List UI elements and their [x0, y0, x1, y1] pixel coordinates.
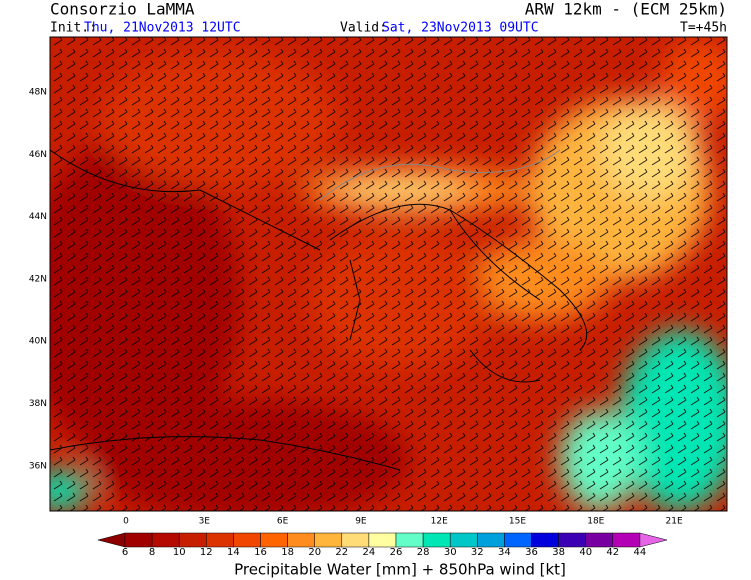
colorbar-tick-label: 24 — [363, 547, 376, 558]
colorbar-tick-label: 32 — [471, 547, 484, 558]
colorbar-tick-label: 8 — [149, 547, 155, 558]
colorbar-tick-label: 6 — [122, 547, 128, 558]
colorbar-tick-label: 12 — [200, 547, 213, 558]
map-frame — [49, 36, 728, 512]
init-time: Thu, 21Nov2013 12UTC — [84, 21, 241, 36]
colorbar-tick-label: 40 — [579, 547, 592, 558]
colorbar-tick-label: 28 — [417, 547, 430, 558]
colorbar-segment — [558, 532, 586, 548]
colorbar-segment — [395, 532, 424, 548]
colorbar-tick-label: 38 — [552, 547, 565, 558]
lead-time: T=+45h — [680, 21, 727, 36]
colorbar-segment — [287, 532, 315, 548]
colorbar-segment — [585, 532, 614, 548]
lon-label: 21E — [666, 517, 683, 527]
colorbar-segment — [151, 532, 180, 548]
colorbar-tick-label: 16 — [254, 547, 267, 558]
colorbar-segment — [314, 532, 343, 548]
lon-label: 3E — [199, 517, 211, 527]
colorbar-tick-label: 18 — [281, 547, 294, 558]
lon-label: 9E — [355, 517, 367, 527]
colorbar-tick-label: 30 — [444, 547, 457, 558]
lon-label: 0 — [123, 517, 129, 527]
colorbar-segment — [233, 532, 261, 548]
lon-label: 18E — [587, 517, 604, 527]
colorbar-segment — [96, 532, 126, 548]
init-label: Init.: — [50, 21, 97, 36]
colorbar-tick-label: 42 — [606, 547, 619, 558]
lon-label: 6E — [277, 517, 289, 527]
lat-label: 36N — [29, 461, 47, 471]
colorbar-tick-label: 14 — [227, 547, 240, 558]
lat-label: 38N — [29, 399, 47, 409]
colorbar-segment — [477, 532, 505, 548]
colorbar-segment — [449, 532, 478, 548]
lon-label: 15E — [509, 517, 526, 527]
colorbar-tick-label: 34 — [498, 547, 511, 558]
colorbar-tick-label: 22 — [335, 547, 348, 558]
colorbar-segment — [124, 532, 153, 548]
colorbar-tick-label: 36 — [525, 547, 538, 558]
valid-time: Sat, 23Nov2013 09UTC — [382, 21, 539, 36]
valid-label: Valid: — [340, 21, 387, 36]
colorbar-segment — [341, 532, 370, 548]
colorbar-segment — [178, 532, 207, 548]
colorbar-segment — [422, 532, 451, 548]
colorbar-tick-label: 26 — [390, 547, 403, 558]
colorbar-segment — [531, 532, 559, 548]
colorbar-tick-label: 20 — [308, 547, 321, 558]
model: ARW 12km - (ECM 25km) — [525, 0, 727, 19]
lat-label: 44N — [29, 212, 47, 222]
lat-label: 42N — [29, 274, 47, 284]
colorbar-segment — [504, 532, 532, 548]
colorbar-segment — [639, 532, 668, 548]
precipitable-water-field — [50, 37, 727, 511]
lon-label: 12E — [431, 517, 448, 527]
lat-label: 48N — [29, 88, 47, 98]
colorbar-segment — [612, 532, 641, 548]
lat-label: 40N — [29, 337, 47, 347]
colorbar-segment — [368, 532, 397, 548]
lat-label: 46N — [29, 150, 47, 160]
colorbar-title: Precipitable Water [mm] + 850hPa wind [k… — [234, 561, 566, 579]
colorbar-tick-label: 10 — [173, 547, 186, 558]
colorbar-tick-label: 44 — [634, 547, 647, 558]
colorbar-segment — [260, 532, 288, 548]
colorbar-segment — [206, 532, 234, 548]
org: Consorzio LaMMA — [50, 0, 195, 19]
